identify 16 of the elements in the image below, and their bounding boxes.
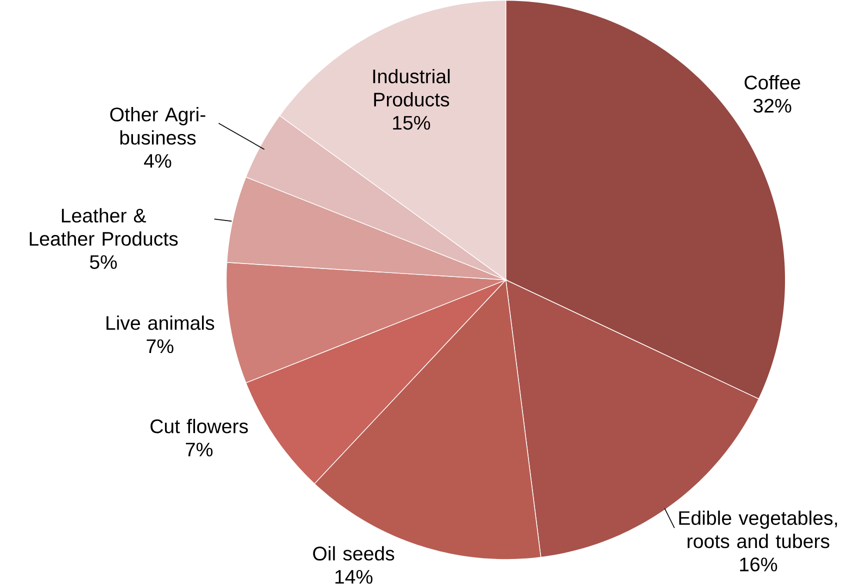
slice-label: Coffee: [744, 75, 800, 90]
data-label: 15%: [393, 116, 430, 130]
slice-label: Other Agri-business: [110, 107, 206, 145]
data-label: 32%: [753, 98, 792, 113]
data-label: 7%: [186, 442, 213, 457]
data-label: 7%: [146, 340, 174, 354]
slice-label: Cut flowers: [150, 419, 248, 434]
slice-label: Leather & Leather Products: [30, 208, 178, 246]
data-label: 4%: [144, 154, 172, 168]
data-label: 5%: [90, 255, 117, 270]
data-label: 16%: [740, 558, 778, 572]
slice-label: Edible vegetables, roots and tubers: [679, 510, 837, 548]
slice-label: Oil seeds: [313, 546, 394, 561]
slice-label: Industrial Products: [373, 69, 450, 107]
data-label: 14%: [335, 570, 372, 584]
slice-label: Live animals: [106, 316, 214, 330]
